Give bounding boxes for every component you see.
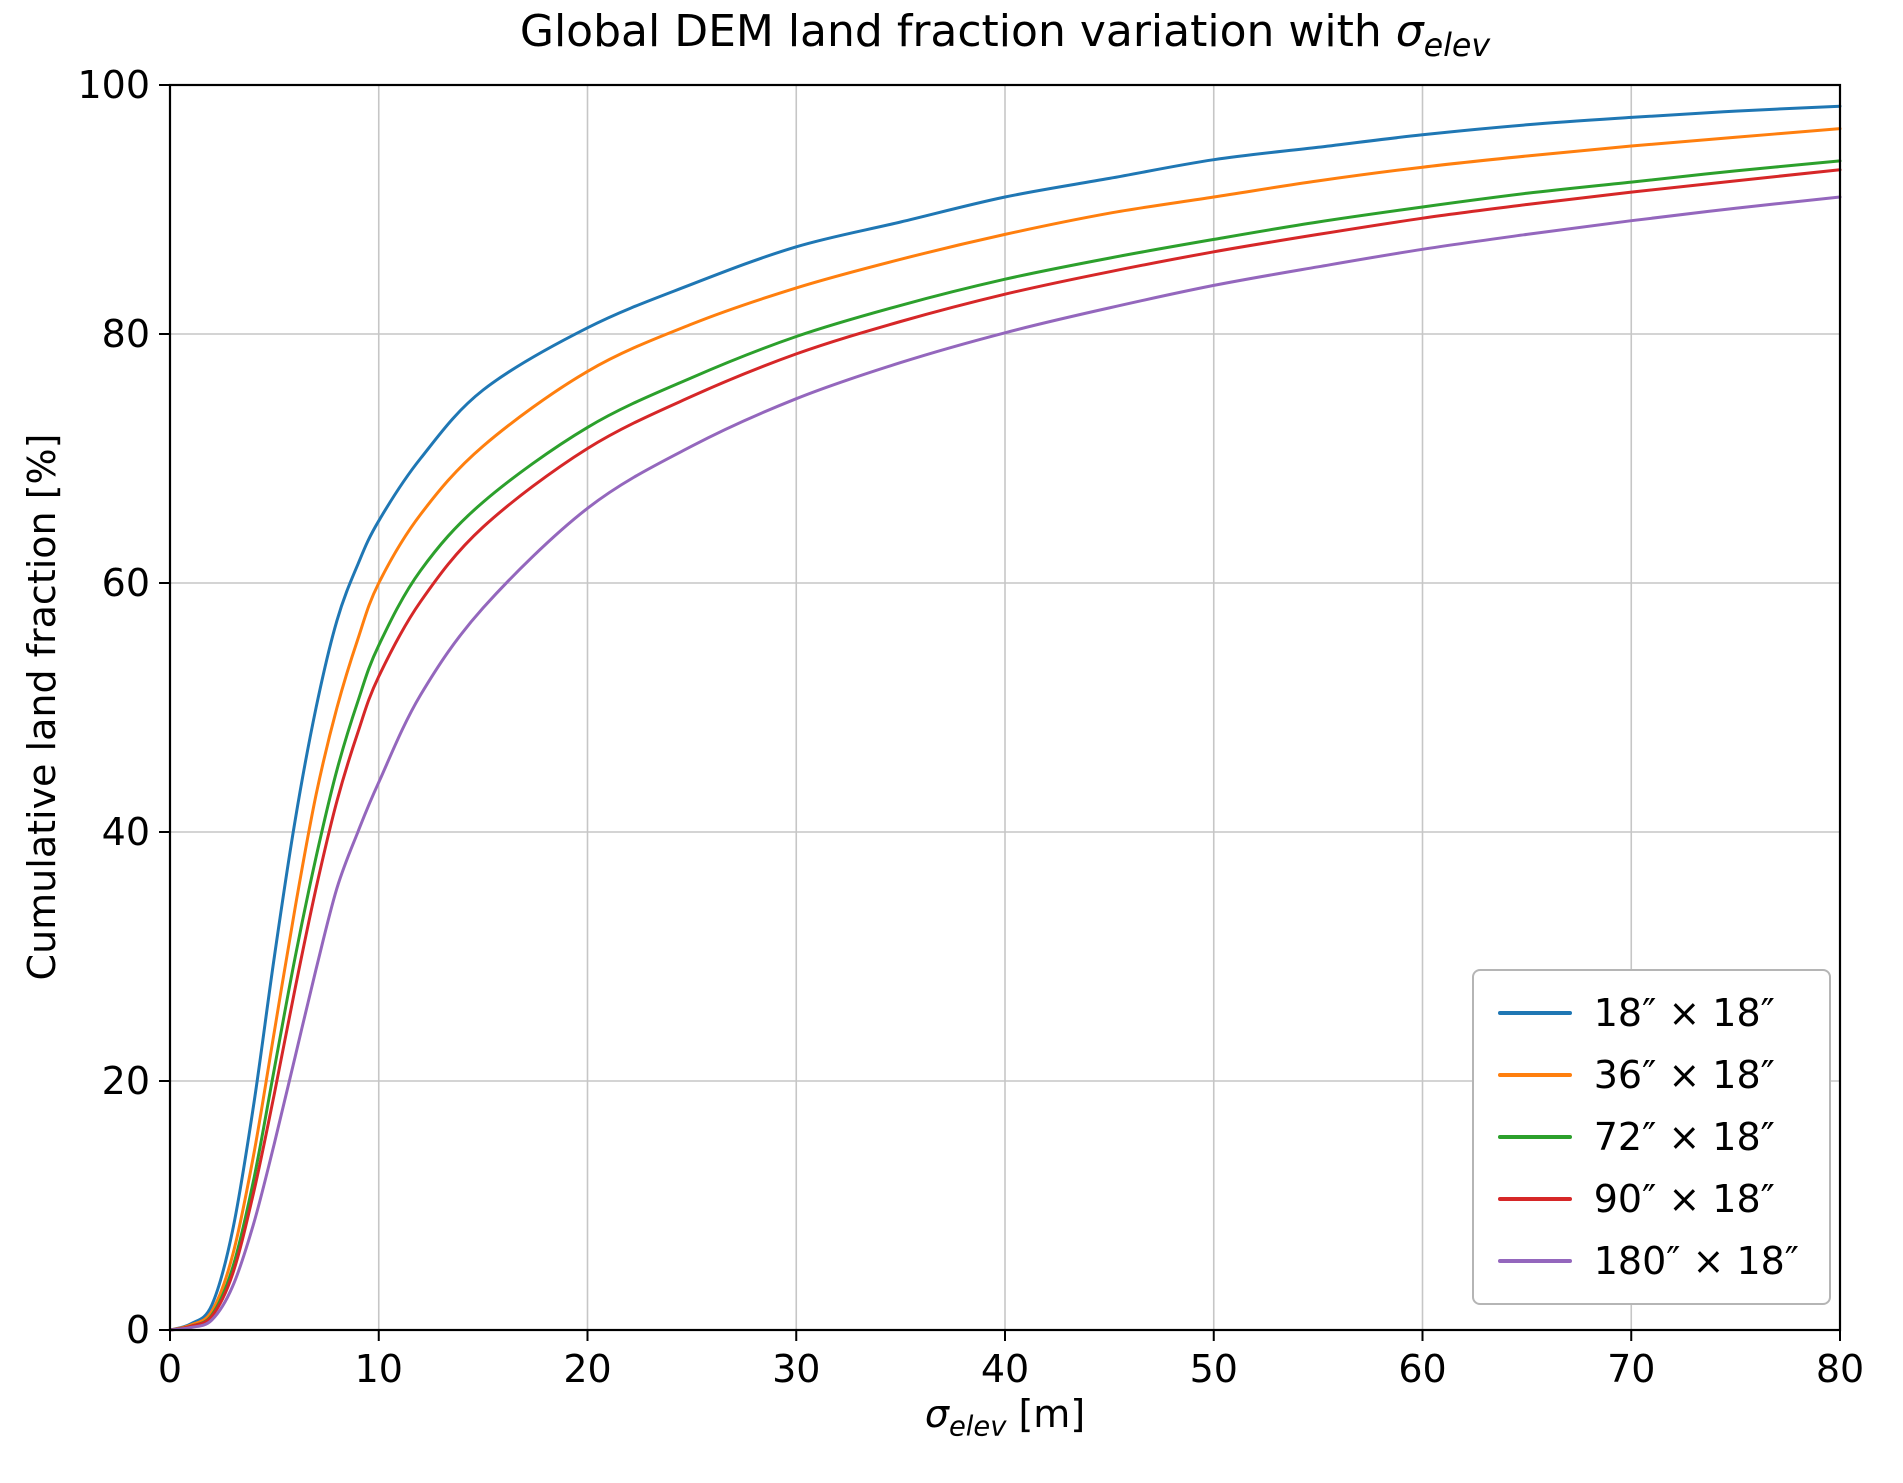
x-tick-label: 10 [355,1347,403,1391]
legend: 18″ × 18″ 36″ × 18″ 72″ × 18″ 90″ × 18″ 180″… [1471,969,1831,1305]
legend-line-sample [1497,1073,1572,1077]
series-line-2 [168,159,1842,1332]
title-text: Global DEM land fraction variation with [519,6,1396,57]
xlabel-unit: [m] [1006,1392,1086,1436]
y-tick-label: 20 [102,1059,150,1103]
series-line-4 [168,195,1842,1332]
y-tick-label: 60 [102,561,150,605]
x-tick-label: 40 [981,1347,1029,1391]
y-tick-label: 80 [102,312,150,356]
xlabel-sigma-symbol: σelev [924,1392,1007,1443]
legend-label: 90″ × 18″ [1593,1177,1775,1221]
chart-title: Global DEM land fraction variation with … [170,6,1840,65]
title-sigma-symbol: σelev [1395,6,1491,64]
y-tick-label: 0 [126,1308,150,1352]
legend-line-sample [1497,1011,1572,1015]
x-tick-label: 30 [772,1347,820,1391]
x-tick-label: 20 [563,1347,611,1391]
legend-line-sample [1497,1259,1572,1263]
y-axis-label: Cumulative land fraction [%] [20,433,64,981]
series-line-0 [168,104,1842,1332]
legend-label: 72″ × 18″ [1593,1115,1775,1159]
x-axis-label: σelev [m] [170,1392,1840,1443]
series-line-3 [168,168,1842,1332]
legend-line-sample [1497,1197,1572,1201]
y-tick-label: 100 [77,63,150,107]
x-tick-label: 50 [1190,1347,1238,1391]
legend-label: 18″ × 18″ [1593,991,1775,1035]
legend-item-2: 72″ × 18″ [1497,1115,1799,1159]
legend-item-3: 90″ × 18″ [1497,1177,1799,1221]
x-tick-label: 80 [1816,1347,1864,1391]
x-tick-label: 70 [1607,1347,1655,1391]
legend-label: 180″ × 18″ [1593,1239,1799,1283]
y-tick-label: 40 [102,810,150,854]
legend-item-0: 18″ × 18″ [1497,991,1799,1035]
legend-label: 36″ × 18″ [1593,1053,1775,1097]
legend-item-4: 180″ × 18″ [1497,1239,1799,1283]
x-tick-label: 0 [158,1347,182,1391]
series-line-1 [168,127,1842,1332]
legend-item-1: 36″ × 18″ [1497,1053,1799,1097]
legend-line-sample [1497,1135,1572,1139]
x-tick-label: 60 [1398,1347,1446,1391]
